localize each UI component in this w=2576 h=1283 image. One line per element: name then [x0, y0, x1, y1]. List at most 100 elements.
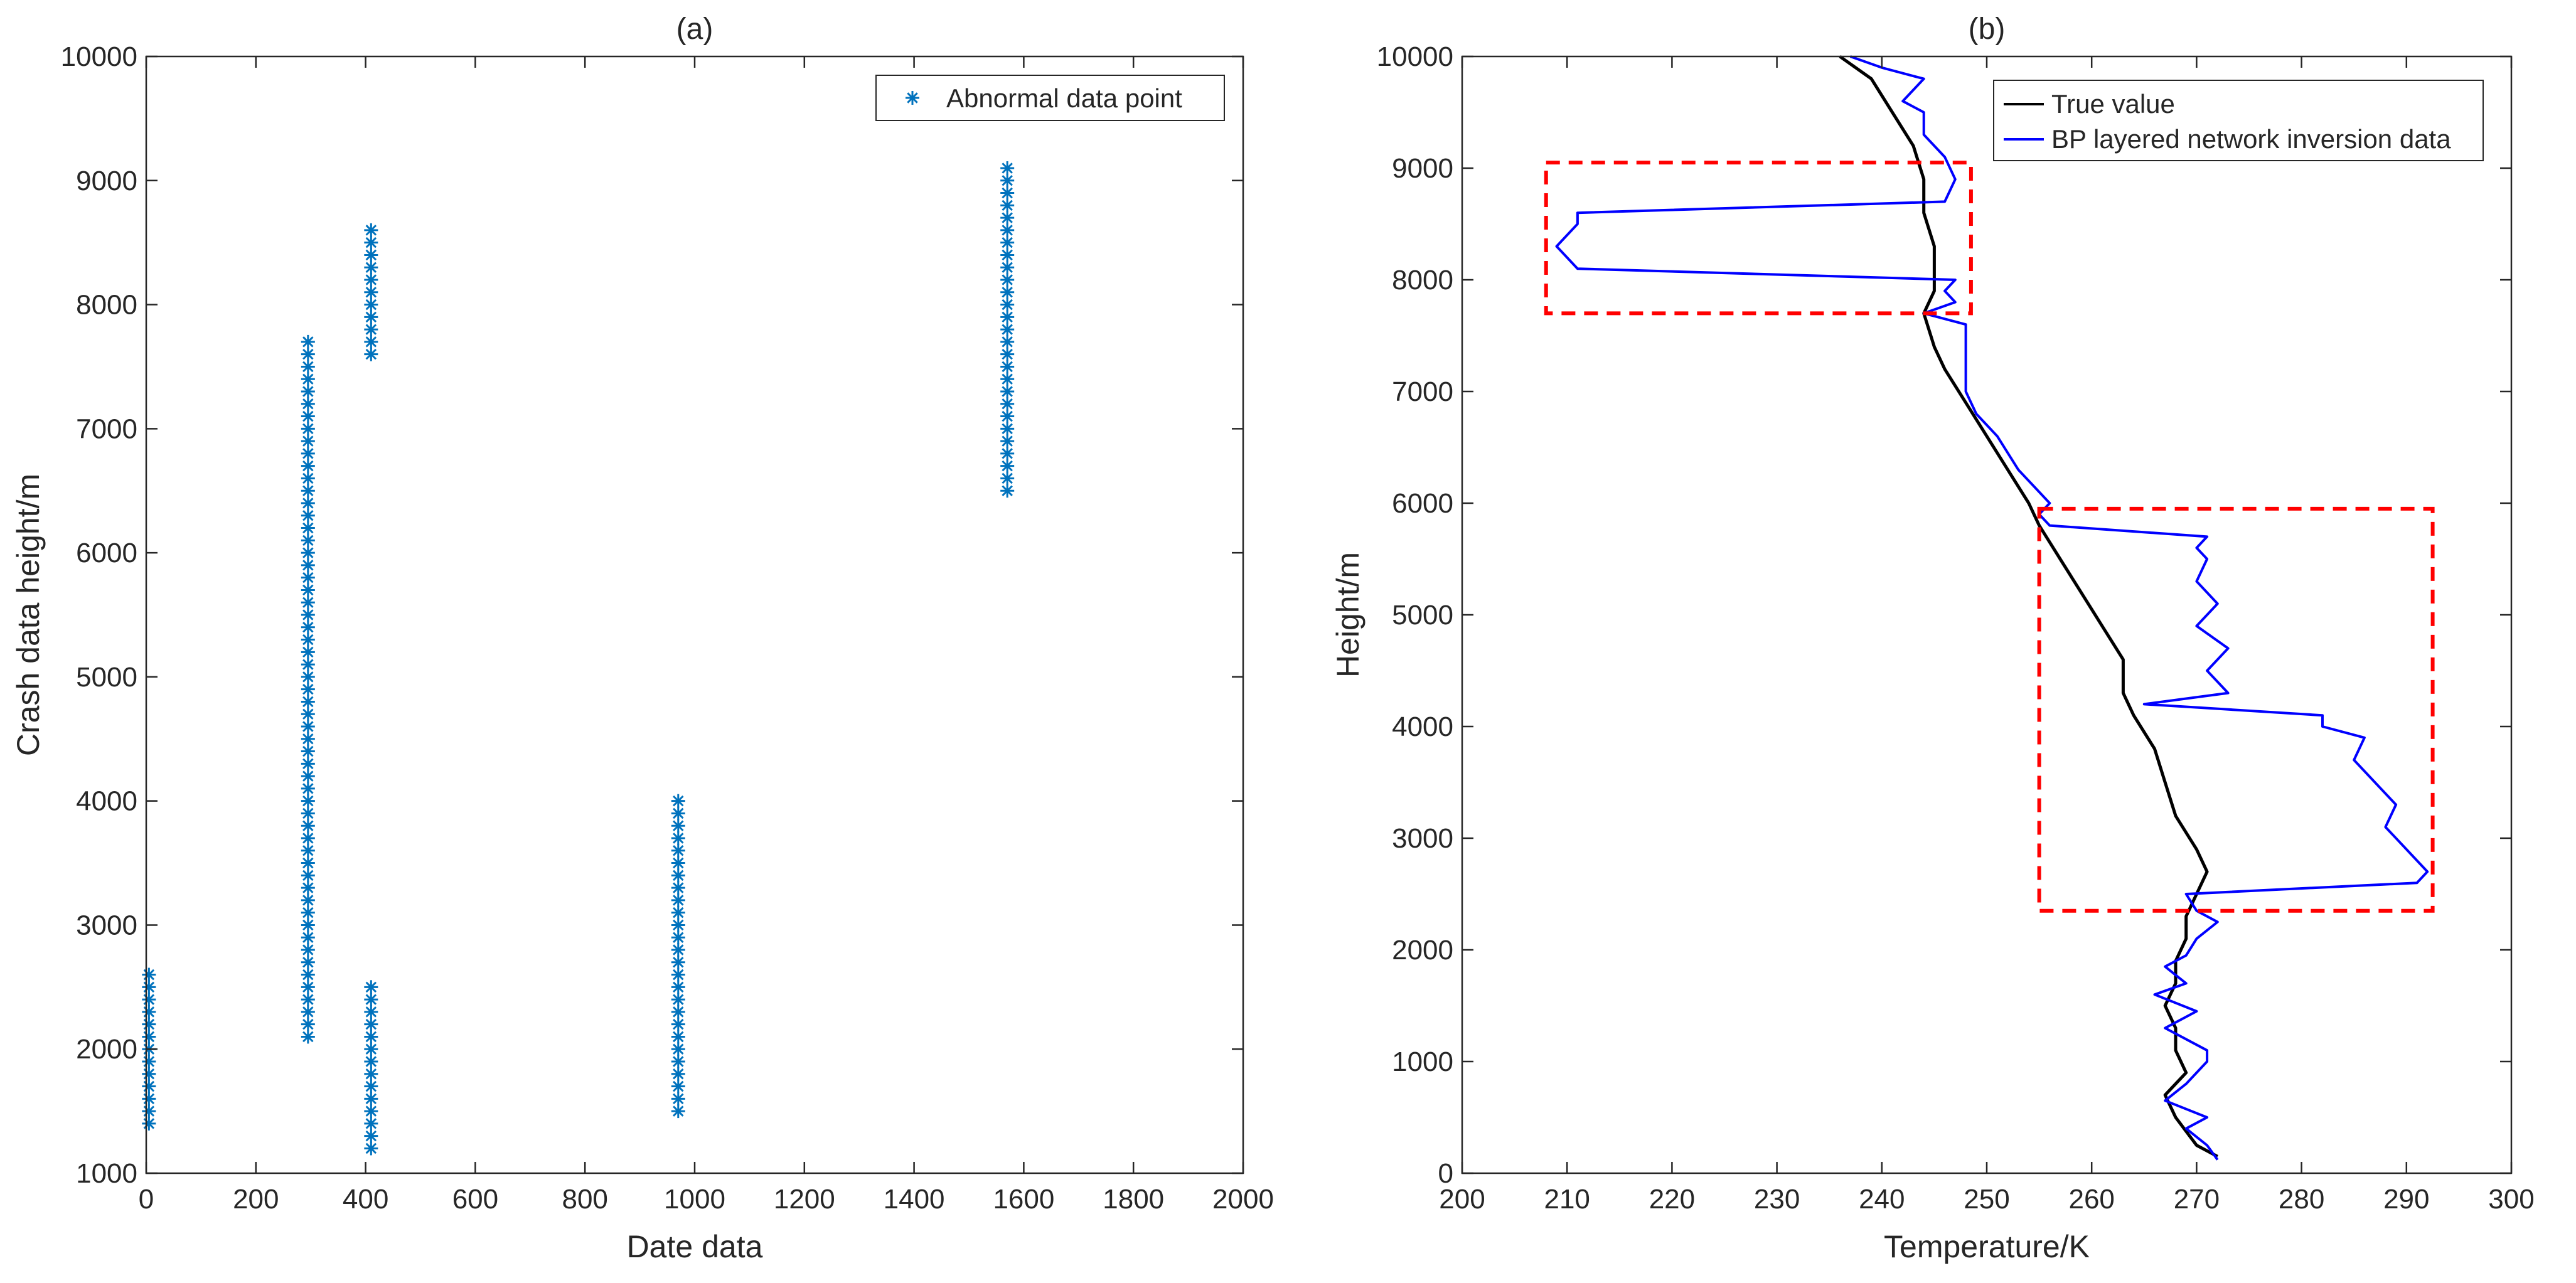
data-point [364, 297, 378, 312]
data-point [1000, 385, 1015, 398]
data-point [364, 1042, 378, 1057]
x-tick-label: 200 [233, 1184, 279, 1215]
data-point [301, 645, 315, 659]
data-point [364, 260, 378, 275]
data-point [671, 980, 685, 994]
series-line-bp-inversion [1555, 55, 2429, 1161]
data-point [301, 508, 315, 523]
data-point [1000, 173, 1015, 188]
data-point [301, 347, 315, 361]
data-point [301, 682, 315, 696]
data-point [364, 334, 378, 349]
legend: Abnormal data point [875, 75, 1225, 121]
axes-box [1461, 55, 2513, 1174]
data-point [671, 893, 685, 907]
data-point [301, 1030, 315, 1044]
data-point [301, 334, 315, 349]
y-tick-label: 2000 [1392, 935, 1453, 966]
data-point [301, 831, 315, 845]
x-tick-label: 250 [1964, 1184, 2009, 1215]
x-tick-label: 1600 [993, 1184, 1054, 1215]
data-point [364, 1079, 378, 1094]
x-tick-label: 800 [562, 1184, 607, 1215]
data-point [301, 397, 315, 411]
chart-title: (b) [1969, 13, 2006, 46]
y-tick-label: 7000 [76, 413, 137, 444]
data-point [1000, 484, 1015, 498]
x-tick-label: 2000 [1212, 1184, 1274, 1215]
data-point [671, 918, 685, 932]
data-point [142, 980, 156, 994]
data-point [301, 521, 315, 535]
x-tick-label: 270 [2174, 1184, 2220, 1215]
data-point [364, 1092, 378, 1106]
data-point [301, 720, 315, 733]
data-point [301, 967, 315, 982]
y-tick-label: 3000 [1392, 823, 1453, 854]
x-tick-label: 1000 [664, 1184, 725, 1215]
data-point [142, 1079, 156, 1094]
data-point [1000, 211, 1015, 225]
data-point [364, 235, 378, 250]
data-point [301, 993, 315, 1007]
data-point [364, 1017, 378, 1031]
data-point [301, 744, 315, 759]
data-point [364, 347, 378, 361]
data-point [671, 819, 685, 833]
data-point [301, 819, 315, 833]
data-point [301, 620, 315, 634]
data-point [301, 707, 315, 721]
y-tick-label: 8000 [76, 290, 137, 321]
data-point [671, 955, 685, 969]
data-point [1000, 334, 1015, 349]
data-point [671, 856, 685, 870]
data-point [142, 1055, 156, 1068]
x-tick-label: 210 [1544, 1184, 1590, 1215]
data-point [301, 732, 315, 746]
data-point [301, 806, 315, 821]
data-point [364, 248, 378, 262]
y-tick-label: 3000 [76, 910, 137, 940]
highlight-box [2037, 506, 2435, 913]
data-marks [142, 161, 1015, 1156]
x-axis-label: Date data [627, 1229, 763, 1264]
data-point [1000, 422, 1015, 436]
data-point [301, 558, 315, 572]
data-point [364, 1116, 378, 1131]
x-tick-label: 220 [1649, 1184, 1695, 1215]
data-point [142, 967, 156, 982]
data-point [301, 372, 315, 386]
data-point [1000, 372, 1015, 386]
data-point [301, 881, 315, 895]
data-point [301, 484, 315, 498]
data-point [301, 446, 315, 460]
x-axis-label: Temperature/K [1884, 1229, 2090, 1264]
data-point [142, 1104, 156, 1119]
data-point [1000, 322, 1015, 337]
y-tick-label: 7000 [1392, 376, 1453, 407]
y-tick-label: 8000 [1392, 265, 1453, 295]
data-point [1000, 198, 1015, 213]
x-tick-label: 600 [452, 1184, 498, 1215]
data-point [364, 285, 378, 299]
data-point [671, 1092, 685, 1106]
data-point [301, 843, 315, 858]
data-point [142, 1116, 156, 1131]
data-point [1000, 347, 1015, 361]
data-point [1000, 186, 1015, 200]
data-point [301, 632, 315, 647]
x-tick-label: 1800 [1103, 1184, 1164, 1215]
data-point [1000, 248, 1015, 262]
x-tick-label: 260 [2068, 1184, 2114, 1215]
y-tick-label: 5000 [1392, 600, 1453, 631]
data-point [301, 471, 315, 486]
y-tick-label: 6000 [1392, 488, 1453, 519]
data-point [1000, 397, 1015, 411]
data-point [364, 993, 378, 1007]
y-tick-label: 9000 [1392, 153, 1453, 184]
data-point [301, 955, 315, 969]
data-point [364, 310, 378, 324]
data-point [1000, 446, 1015, 460]
data-point [301, 496, 315, 510]
legend-entry: True value [2051, 89, 2175, 119]
